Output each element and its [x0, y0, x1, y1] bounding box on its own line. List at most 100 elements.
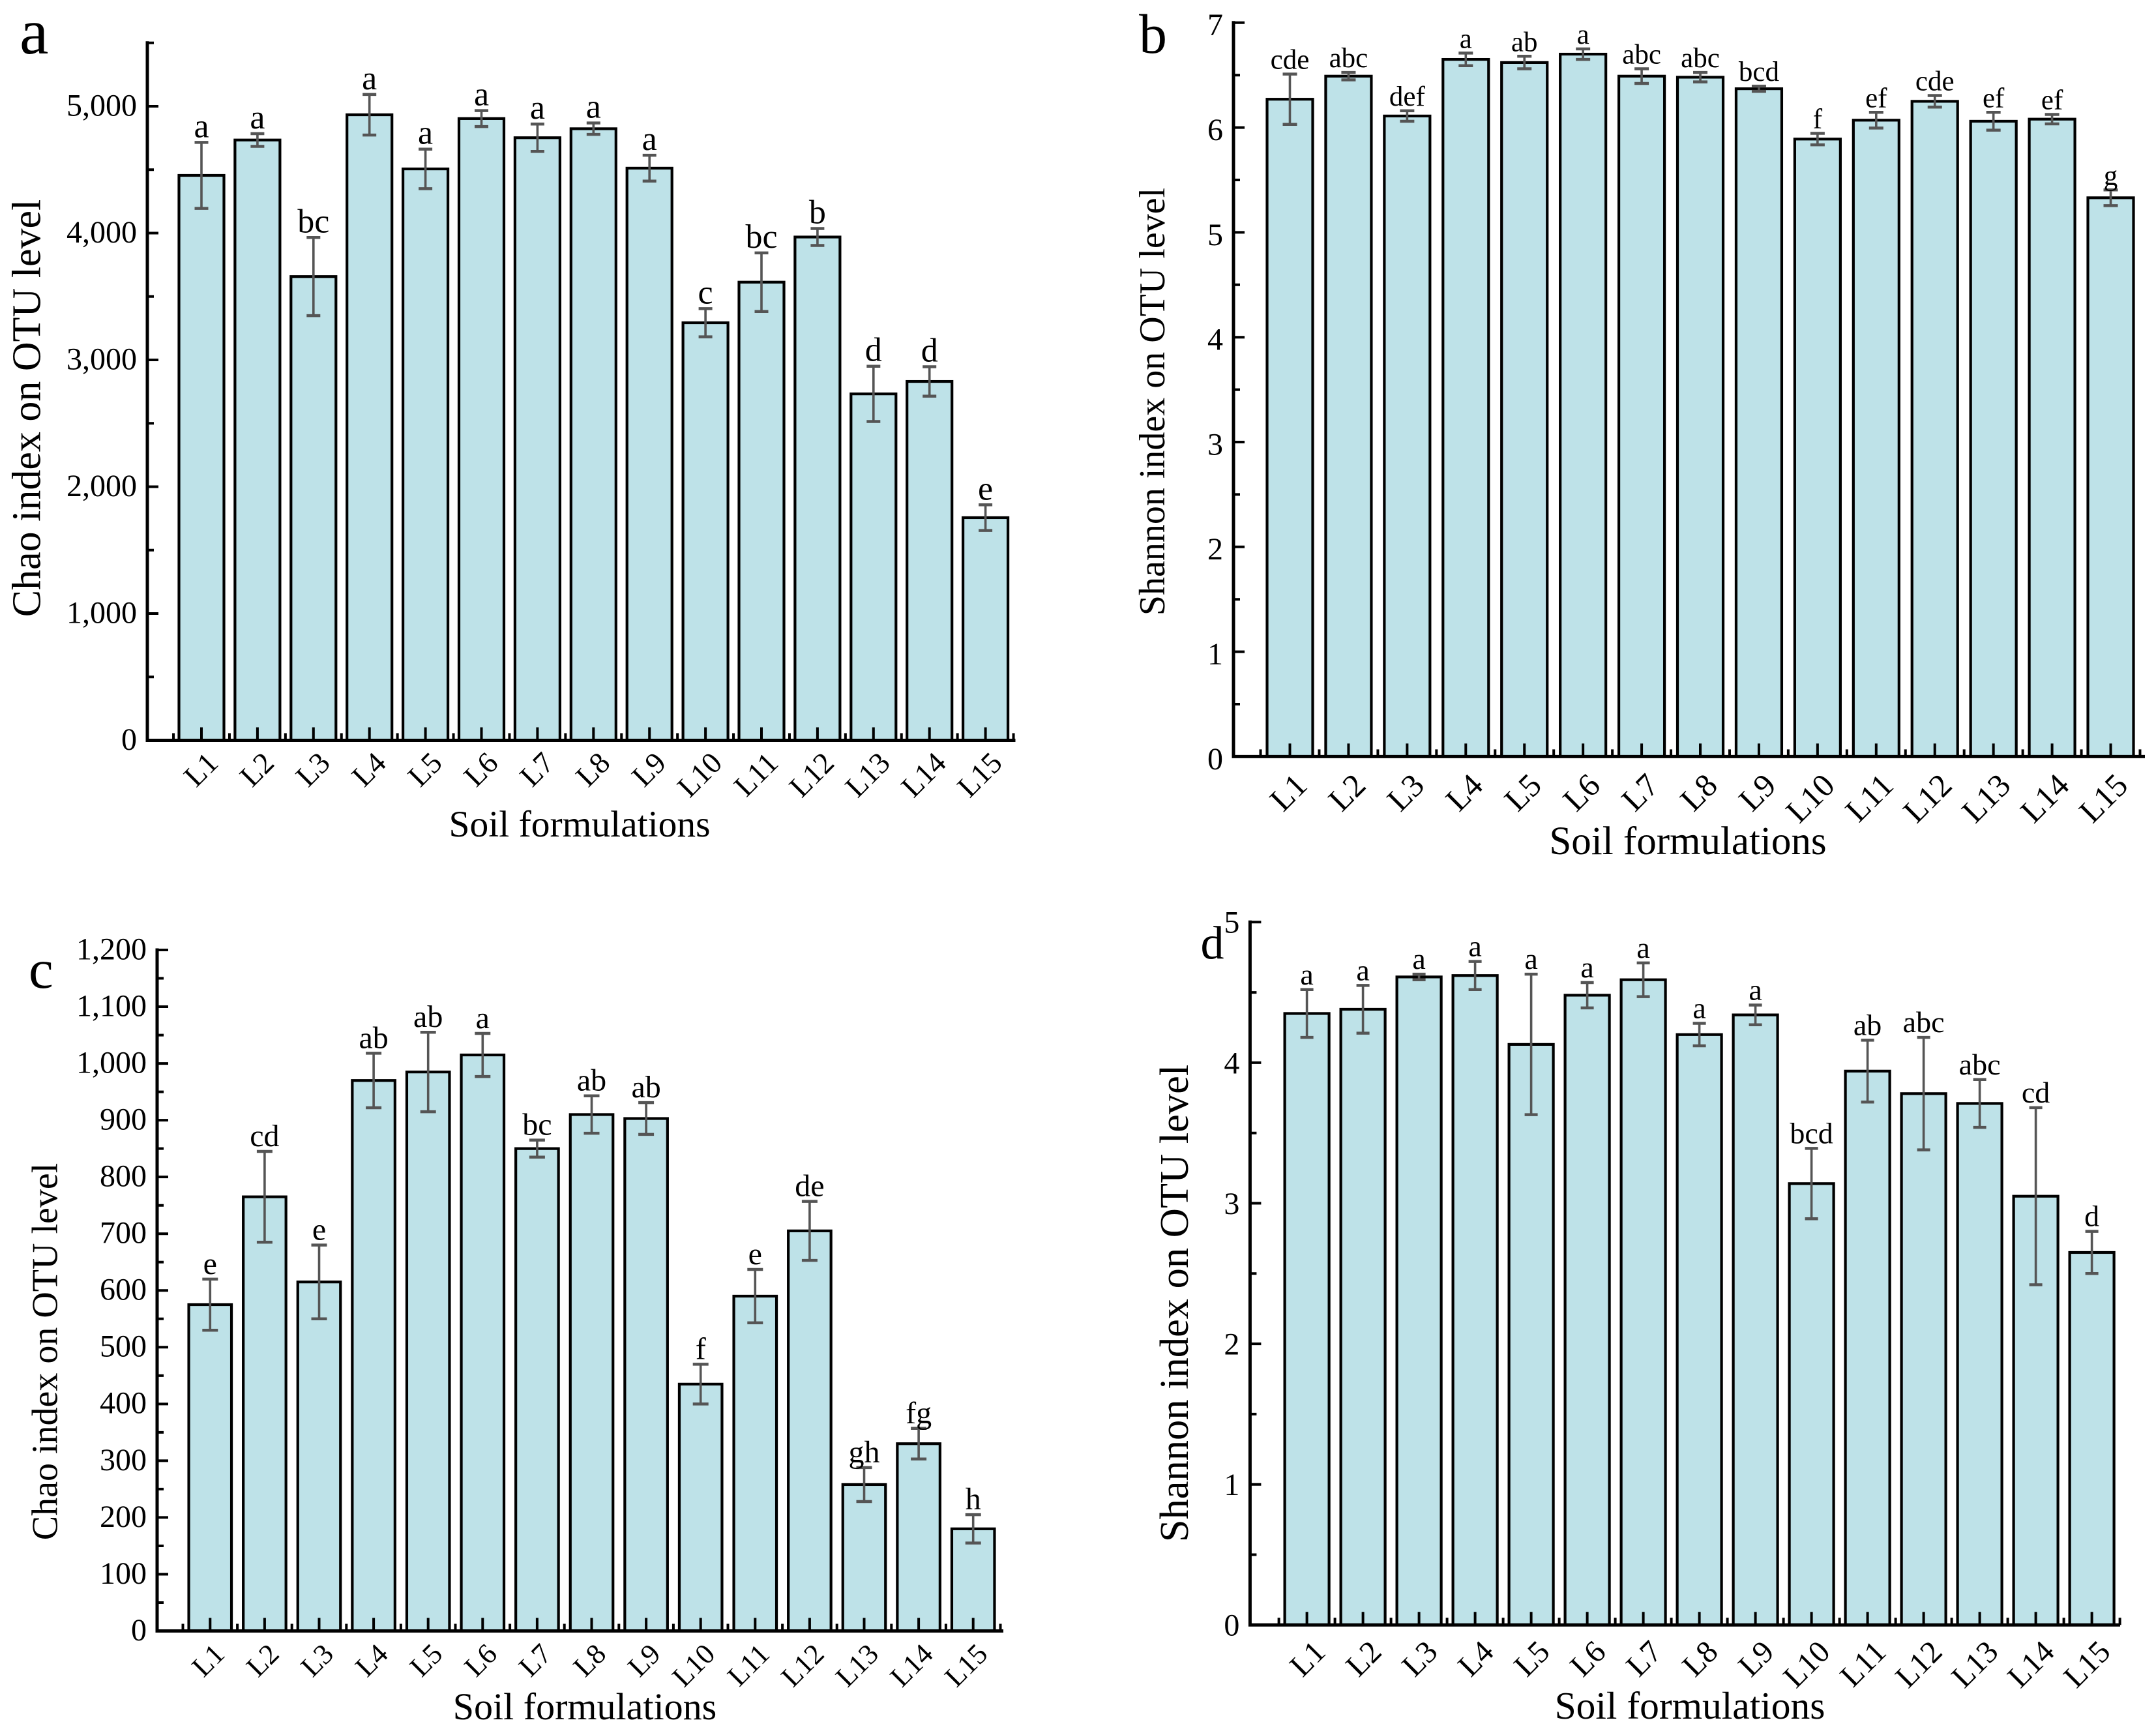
svg-text:bcd: bcd	[1739, 57, 1779, 87]
svg-text:1: 1	[1207, 637, 1223, 672]
svg-text:a: a	[476, 1001, 490, 1035]
svg-text:4: 4	[1207, 323, 1223, 357]
svg-text:ab: ab	[577, 1063, 606, 1098]
svg-text:ab: ab	[1853, 1008, 1882, 1041]
svg-text:def: def	[1389, 81, 1426, 112]
svg-text:abc: abc	[1329, 43, 1368, 74]
svg-text:1,100: 1,100	[76, 988, 147, 1023]
svg-text:a: a	[1300, 958, 1313, 991]
svg-text:c: c	[698, 274, 713, 311]
svg-text:Shannon index on OTU level: Shannon index on OTU level	[1132, 188, 1173, 615]
svg-text:ef: ef	[2041, 85, 2063, 116]
svg-text:fg: fg	[906, 1396, 932, 1430]
svg-text:800: 800	[100, 1159, 147, 1194]
svg-text:a: a	[474, 76, 489, 113]
svg-text:gh: gh	[849, 1435, 880, 1470]
svg-text:de: de	[795, 1169, 824, 1204]
svg-text:Soil formulations: Soil formulations	[1555, 1684, 1825, 1727]
svg-text:cde: cde	[1271, 45, 1310, 76]
svg-text:1,000: 1,000	[66, 595, 137, 630]
svg-text:0: 0	[131, 1613, 147, 1648]
svg-text:6: 6	[1207, 113, 1223, 147]
svg-text:a: a	[1460, 23, 1472, 54]
svg-text:ef: ef	[1983, 83, 2005, 113]
svg-text:3: 3	[1207, 427, 1223, 462]
svg-text:700: 700	[100, 1216, 147, 1251]
svg-text:a: a	[1356, 953, 1369, 986]
svg-text:a: a	[1468, 930, 1481, 963]
svg-text:a: a	[250, 99, 265, 136]
svg-text:a: a	[1412, 942, 1425, 975]
svg-text:0: 0	[121, 722, 137, 757]
svg-text:500: 500	[100, 1329, 147, 1364]
svg-text:cd: cd	[2022, 1076, 2050, 1109]
svg-text:1,200: 1,200	[76, 932, 147, 966]
svg-text:2: 2	[1224, 1327, 1239, 1362]
svg-text:abc: abc	[1959, 1048, 2001, 1081]
svg-text:600: 600	[100, 1273, 147, 1307]
svg-text:5: 5	[1207, 218, 1223, 252]
svg-text:3,000: 3,000	[66, 342, 137, 376]
svg-text:b: b	[809, 194, 826, 231]
svg-text:2: 2	[1207, 532, 1223, 567]
svg-text:a: a	[194, 108, 209, 145]
svg-text:e: e	[748, 1237, 762, 1271]
svg-text:ab: ab	[359, 1020, 388, 1055]
svg-text:a: a	[20, 0, 48, 68]
svg-text:100: 100	[100, 1556, 147, 1591]
svg-text:5: 5	[1224, 906, 1239, 940]
svg-text:5,000: 5,000	[66, 88, 137, 123]
svg-text:abc: abc	[1681, 43, 1720, 74]
svg-text:a: a	[1692, 992, 1706, 1025]
svg-text:1: 1	[1224, 1468, 1239, 1502]
svg-text:ab: ab	[1511, 27, 1538, 57]
svg-text:bc: bc	[297, 203, 329, 240]
svg-text:a: a	[530, 89, 545, 126]
svg-text:g: g	[2104, 160, 2118, 191]
svg-text:ef: ef	[1865, 83, 1887, 113]
svg-text:d: d	[865, 332, 882, 369]
svg-text:abc: abc	[1903, 1005, 1945, 1039]
svg-text:e: e	[978, 470, 993, 507]
svg-text:d: d	[921, 333, 938, 370]
svg-text:Soil formulations: Soil formulations	[449, 804, 711, 845]
svg-text:a: a	[1749, 973, 1762, 1007]
svg-text:a: a	[1577, 20, 1589, 50]
svg-text:2,000: 2,000	[66, 469, 137, 503]
svg-text:d: d	[1201, 917, 1224, 970]
svg-text:900: 900	[100, 1103, 147, 1137]
svg-text:a: a	[1524, 942, 1537, 975]
svg-text:cde: cde	[1915, 67, 1955, 97]
svg-text:300: 300	[100, 1443, 147, 1477]
svg-text:a: a	[642, 121, 657, 158]
svg-text:3: 3	[1224, 1187, 1239, 1221]
svg-text:bc: bc	[745, 218, 777, 256]
svg-text:f: f	[696, 1331, 706, 1366]
svg-text:a: a	[1636, 931, 1649, 964]
svg-text:7: 7	[1207, 8, 1223, 42]
svg-text:Shannon index on OTU level: Shannon index on OTU level	[1151, 1065, 1197, 1543]
svg-text:200: 200	[100, 1500, 147, 1534]
svg-text:400: 400	[100, 1386, 147, 1421]
svg-text:Soil formulations: Soil formulations	[453, 1685, 716, 1728]
svg-text:abc: abc	[1622, 40, 1661, 70]
svg-text:e: e	[312, 1213, 326, 1247]
svg-text:1,000: 1,000	[76, 1046, 147, 1080]
svg-text:cd: cd	[250, 1119, 279, 1153]
svg-text:a: a	[418, 115, 433, 152]
svg-text:4: 4	[1224, 1046, 1239, 1080]
svg-text:f: f	[1813, 104, 1823, 134]
svg-text:bc: bc	[522, 1108, 552, 1142]
svg-text:a: a	[586, 89, 601, 126]
svg-text:a: a	[1580, 951, 1593, 984]
svg-text:a: a	[362, 60, 377, 97]
svg-text:Chao index on OTU level: Chao index on OTU level	[5, 200, 49, 617]
svg-text:0: 0	[1224, 1608, 1239, 1643]
svg-text:b: b	[1139, 3, 1167, 65]
svg-text:Chao index on OTU level: Chao index on OTU level	[25, 1163, 65, 1541]
svg-text:4,000: 4,000	[66, 215, 137, 250]
svg-text:ab: ab	[631, 1070, 660, 1104]
svg-text:h: h	[966, 1482, 981, 1517]
svg-text:0: 0	[1207, 742, 1223, 777]
svg-text:ab: ab	[413, 1000, 443, 1034]
